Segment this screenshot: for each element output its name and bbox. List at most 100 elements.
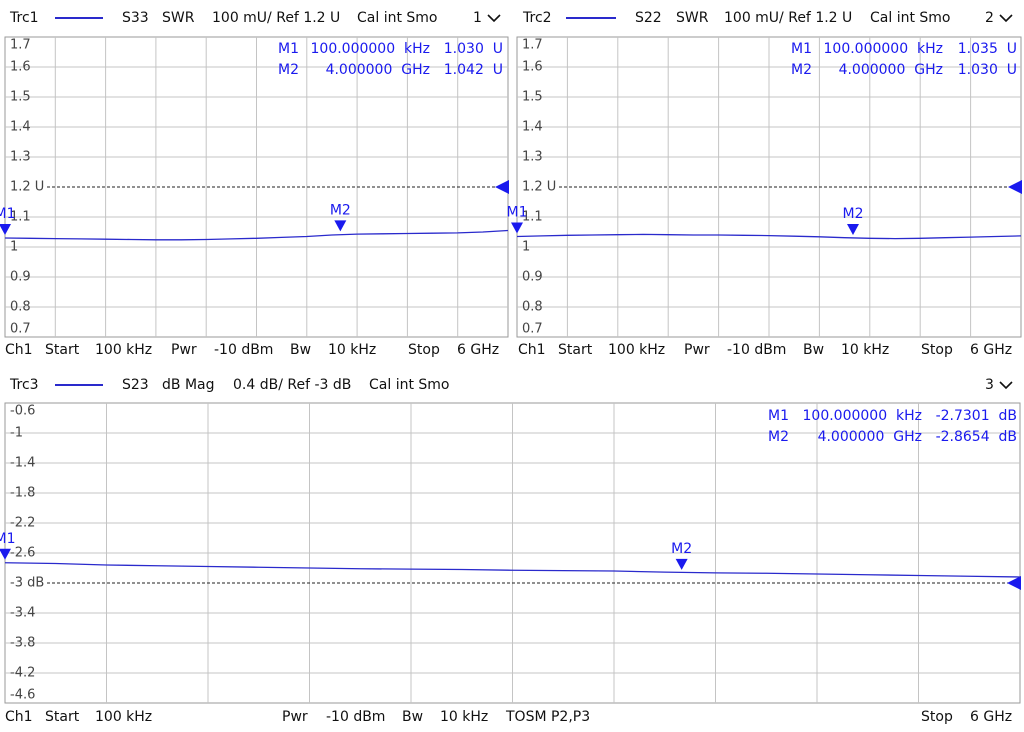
marker-label: M2 <box>330 202 351 218</box>
readout-value: 1.030 U <box>444 41 503 57</box>
footer-text: Pwr <box>684 342 710 358</box>
trace-line <box>517 233 1021 240</box>
footer-text: -10 dBm <box>214 342 273 358</box>
header-cal: Cal int Smo <box>357 10 438 26</box>
channel-chevron <box>999 381 1013 390</box>
y-tick-label: -2.2 <box>10 516 35 531</box>
marker-label: M2 <box>671 541 692 557</box>
readout-value: 1.035 U <box>958 41 1017 57</box>
readout-stimulus: 4.000000 GHz <box>839 62 943 78</box>
header-cal: Cal int Smo <box>369 377 450 393</box>
marker-label: M1 <box>0 531 16 547</box>
y-tick-label: -0.6 <box>10 404 35 419</box>
header-scale: 100 mU/ Ref 1.2 U <box>724 10 852 26</box>
y-tick-label: 1 <box>10 240 18 255</box>
y-tick-label: -3.8 <box>10 636 35 651</box>
readout-stimulus: 100.000000 kHz <box>311 41 431 57</box>
y-tick-label: 1.2 U <box>522 180 556 195</box>
y-tick-label: 1.2 U <box>10 180 44 195</box>
footer-text: Pwr <box>282 709 308 725</box>
readout-name: M1 <box>791 41 812 57</box>
readout-name: M1 <box>768 408 789 424</box>
footer-text: 10 kHz <box>841 342 889 358</box>
readout-value: -2.8654 dB <box>936 429 1017 445</box>
y-tick-label: 1.5 <box>522 90 543 105</box>
reference-arrow <box>495 180 509 194</box>
trace-line <box>5 229 508 241</box>
marker-triangle <box>846 224 859 235</box>
footer-text: Stop <box>921 709 953 725</box>
marker-triangle <box>334 220 347 232</box>
readout-value: 1.030 U <box>958 62 1017 78</box>
marker-triangle <box>511 222 523 234</box>
header-cal: Cal int Smo <box>870 10 951 26</box>
y-tick-label: 1.4 <box>522 120 543 135</box>
footer-text: Start <box>45 709 80 725</box>
trace-name: Trc1 <box>9 10 39 26</box>
readout-stimulus: 100.000000 kHz <box>824 41 944 57</box>
readout-name: M2 <box>768 429 789 445</box>
readout-value: -2.7301 dB <box>936 408 1017 424</box>
footer-text: Ch1 <box>518 342 546 358</box>
trace-name: Trc3 <box>9 377 39 393</box>
header-format: dB Mag <box>162 377 215 393</box>
footer-text: Ch1 <box>5 709 33 725</box>
readout-value: 1.042 U <box>444 62 503 78</box>
marker-label: M1 <box>0 206 16 222</box>
footer-text: 100 kHz <box>608 342 665 358</box>
y-tick-label: -4.6 <box>10 688 35 703</box>
reference-arrow <box>1008 180 1022 194</box>
header-channel: 3 <box>985 377 994 393</box>
readout-stimulus: 4.000000 GHz <box>326 62 430 78</box>
y-tick-label: -4.2 <box>10 666 35 681</box>
header-channel: 1 <box>473 10 482 26</box>
marker-triangle <box>0 548 11 560</box>
y-tick-label: 1.4 <box>10 120 31 135</box>
y-tick-label: 1.3 <box>522 150 543 165</box>
header-parameter: S33 <box>122 10 149 26</box>
readout-name: M2 <box>791 62 812 78</box>
y-tick-label: 0.7 <box>522 322 543 337</box>
y-tick-label: -3 dB <box>10 576 44 591</box>
y-tick-label: 0.8 <box>522 300 543 315</box>
y-tick-label: -1.4 <box>10 456 35 471</box>
footer-text: Bw <box>803 342 824 358</box>
header-scale: 0.4 dB/ Ref -3 dB <box>233 377 351 393</box>
footer-text: 6 GHz <box>970 709 1012 725</box>
footer-text: 100 kHz <box>95 342 152 358</box>
footer-text: Stop <box>921 342 953 358</box>
y-tick-label: 0.8 <box>10 300 31 315</box>
footer-text: Start <box>558 342 593 358</box>
header-parameter: S22 <box>635 10 662 26</box>
reference-arrow <box>1007 576 1021 590</box>
marker-label: M1 <box>507 205 528 221</box>
footer-text: Pwr <box>171 342 197 358</box>
footer-text: Bw <box>402 709 423 725</box>
y-tick-label: 1.1 <box>522 210 543 225</box>
header-scale: 100 mU/ Ref 1.2 U <box>212 10 340 26</box>
footer-text: 6 GHz <box>457 342 499 358</box>
y-tick-label: 0.9 <box>522 270 543 285</box>
readout-stimulus: 4.000000 GHz <box>818 429 922 445</box>
trace-name: Trc2 <box>522 10 552 26</box>
y-tick-label: 1.3 <box>10 150 31 165</box>
footer-text: Bw <box>290 342 311 358</box>
marker-triangle <box>0 224 11 235</box>
footer-text: -10 dBm <box>326 709 385 725</box>
header-channel: 2 <box>985 10 994 26</box>
y-tick-label: 1.7 <box>522 38 543 53</box>
y-tick-label: 0.9 <box>10 270 31 285</box>
y-tick-label: 1.6 <box>10 60 31 75</box>
marker-label: M2 <box>842 206 863 222</box>
channel-chevron <box>999 14 1013 23</box>
header-format: SWR <box>676 10 709 26</box>
footer-text: 10 kHz <box>440 709 488 725</box>
marker-triangle <box>675 558 688 570</box>
footer-text: Stop <box>408 342 440 358</box>
footer-text: -10 dBm <box>727 342 786 358</box>
y-tick-label: 1.7 <box>10 38 31 53</box>
header-format: SWR <box>162 10 195 26</box>
footer-text: Ch1 <box>5 342 33 358</box>
